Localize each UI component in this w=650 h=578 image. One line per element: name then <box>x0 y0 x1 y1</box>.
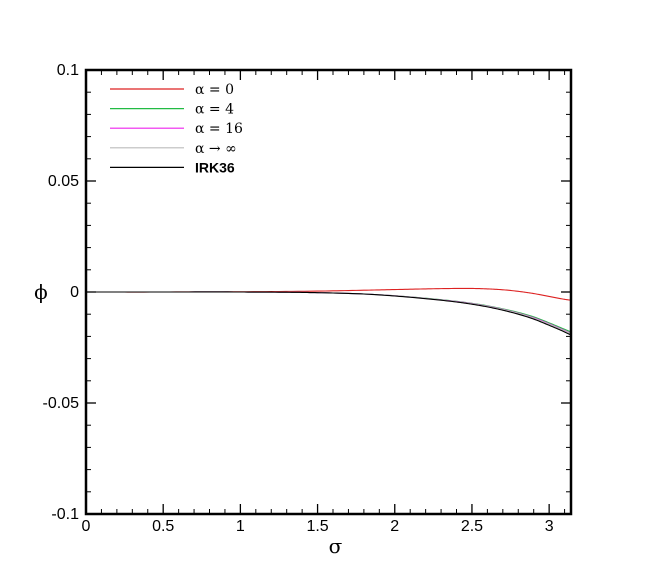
legend-label-3: α → ∞ <box>195 141 237 157</box>
series-line-4 <box>86 291 572 336</box>
legend-label-2: α = 16 <box>195 121 243 137</box>
y-tick-label: -0.1 <box>51 506 79 523</box>
x-tick-label: 2.5 <box>461 518 483 535</box>
x-tick-label: 3 <box>545 518 554 535</box>
series-layer <box>86 287 572 336</box>
series-line-0 <box>86 287 572 301</box>
y-tick-label: -0.05 <box>43 395 80 412</box>
x-tick-label: 1 <box>236 518 245 535</box>
x-tick-label: 1.5 <box>306 518 328 535</box>
x-axis-label: σ <box>329 534 343 558</box>
y-tick-label: 0.1 <box>57 62 79 79</box>
y-tick-label: 0.05 <box>48 173 79 190</box>
legend: α = 0 α = 4 α = 16 α → ∞ IRK36 <box>110 82 243 175</box>
legend-label-0: α = 0 <box>195 82 234 98</box>
x-tick-label: 0 <box>82 518 91 535</box>
y-axis-label: ϕ <box>34 280 48 304</box>
legend-label-4: IRK36 <box>195 159 235 175</box>
x-tick-label: 2 <box>390 518 399 535</box>
ticks-layer: 0 0.5 1 1.5 2 2.5 3 0.1 0.05 0 -0.05 -0.1 <box>43 62 571 535</box>
x-tick-label: 0.5 <box>152 518 174 535</box>
y-tick-label: 0 <box>70 284 79 301</box>
legend-label-1: α = 4 <box>195 102 234 118</box>
